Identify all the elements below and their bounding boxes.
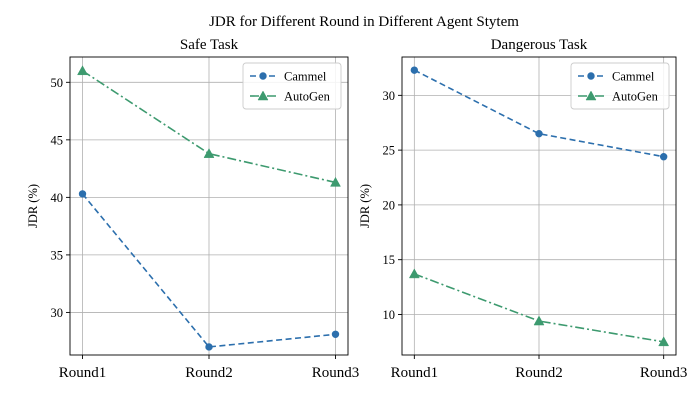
data-point-autogen xyxy=(330,176,341,187)
figure-suptitle: JDR for Different Round in Different Age… xyxy=(209,14,519,30)
legend-box xyxy=(242,62,342,110)
data-point-cammel xyxy=(78,190,87,198)
data-point-cammel xyxy=(535,129,543,138)
legend-box xyxy=(570,62,670,110)
x-tick-label: Round3 xyxy=(312,365,360,381)
y-tick-label: 45 xyxy=(51,133,64,147)
data-point-autogen xyxy=(77,65,88,76)
y-tick-label: 25 xyxy=(383,144,396,158)
data-point-autogen xyxy=(658,336,670,347)
data-point-autogen xyxy=(408,268,420,279)
legend-label-cammel: Cammel xyxy=(612,70,655,84)
y-tick-label: 40 xyxy=(51,191,64,205)
legend-marker-cammel xyxy=(259,72,267,80)
legend-marker-autogen xyxy=(585,90,597,101)
data-point-cammel xyxy=(331,330,340,338)
subplot-title: Safe Task xyxy=(180,37,239,53)
legend: Cammel AutoGen xyxy=(242,62,342,110)
y-tick-label: 30 xyxy=(51,306,64,320)
data-point-autogen xyxy=(203,148,215,158)
x-tick-label: Round1 xyxy=(59,365,107,381)
legend-marker-autogen xyxy=(257,90,269,101)
x-tick-label: Round3 xyxy=(640,365,688,381)
y-tick-label: 15 xyxy=(383,253,396,267)
y-axis-label: JDR (%) xyxy=(26,184,40,228)
y-tick-label: 10 xyxy=(383,308,396,322)
legend: Cammel AutoGen xyxy=(570,62,670,110)
legend-label-autogen: AutoGen xyxy=(612,90,659,104)
data-point-autogen xyxy=(533,315,545,326)
series-line-cammel xyxy=(413,69,664,158)
legend-label-autogen: AutoGen xyxy=(284,90,331,104)
legend-marker-cammel xyxy=(587,72,595,80)
y-tick-label: 20 xyxy=(383,198,396,212)
chart-panel-2: 10 15 20 25 30 Round1 Round2 Round3 Dangerous Ta… xyxy=(358,37,687,381)
y-tick-label: 30 xyxy=(383,89,396,103)
data-point-cammel xyxy=(410,66,419,74)
x-tick-label: Round1 xyxy=(391,365,439,381)
series-line-autogen xyxy=(414,273,664,343)
y-axis-label: JDR (%) xyxy=(358,184,372,228)
data-point-cammel xyxy=(659,152,668,161)
data-point-cammel xyxy=(205,343,213,351)
y-tick-label: 50 xyxy=(51,76,64,90)
x-tick-label: Round2 xyxy=(185,365,233,381)
legend-label-cammel: Cammel xyxy=(284,70,327,84)
y-tick-label: 35 xyxy=(51,248,64,262)
chart-panel-1: 30 35 40 45 50 Round1 Round2 Round3 Safe Task JDR… xyxy=(26,37,359,381)
subplot-title: Dangerous Task xyxy=(491,37,588,53)
x-tick-label: Round2 xyxy=(515,365,563,381)
